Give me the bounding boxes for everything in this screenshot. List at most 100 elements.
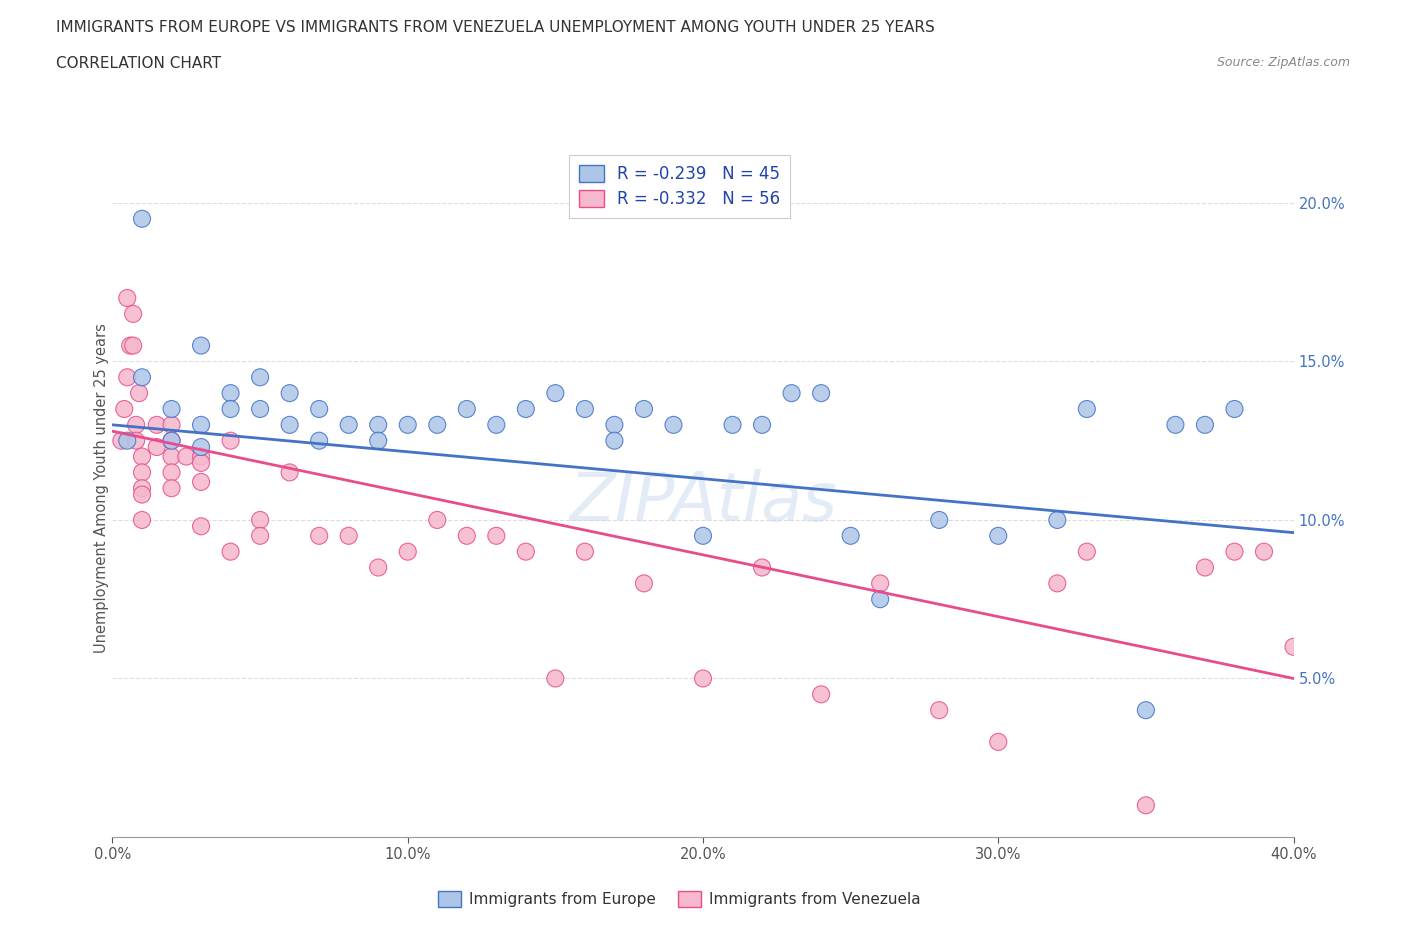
- Point: [810, 386, 832, 401]
- Point: [278, 465, 301, 480]
- Point: [120, 339, 142, 353]
- Point: [603, 433, 626, 448]
- Point: [160, 433, 183, 448]
- Point: [160, 402, 183, 417]
- Point: [219, 386, 242, 401]
- Point: [869, 591, 891, 606]
- Point: [337, 418, 360, 432]
- Point: [190, 519, 212, 534]
- Point: [515, 544, 537, 559]
- Point: [131, 211, 153, 226]
- Point: [1223, 402, 1246, 417]
- Point: [308, 402, 330, 417]
- Point: [456, 528, 478, 543]
- Point: [174, 449, 197, 464]
- Point: [125, 433, 148, 448]
- Point: [308, 433, 330, 448]
- Point: [131, 487, 153, 502]
- Point: [190, 339, 212, 353]
- Point: [574, 402, 596, 417]
- Point: [367, 433, 389, 448]
- Point: [485, 528, 508, 543]
- Point: [122, 339, 145, 353]
- Point: [190, 456, 212, 471]
- Point: [692, 671, 714, 686]
- Point: [1223, 544, 1246, 559]
- Point: [1194, 560, 1216, 575]
- Point: [426, 418, 449, 432]
- Point: [603, 418, 626, 432]
- Point: [131, 465, 153, 480]
- Point: [692, 528, 714, 543]
- Point: [278, 386, 301, 401]
- Point: [515, 402, 537, 417]
- Point: [928, 703, 950, 718]
- Point: [125, 418, 148, 432]
- Point: [751, 418, 773, 432]
- Point: [751, 560, 773, 575]
- Point: [131, 449, 153, 464]
- Point: [633, 576, 655, 591]
- Text: CORRELATION CHART: CORRELATION CHART: [56, 56, 221, 71]
- Point: [219, 402, 242, 417]
- Point: [544, 671, 567, 686]
- Point: [131, 481, 153, 496]
- Point: [146, 440, 169, 455]
- Point: [426, 512, 449, 527]
- Point: [131, 512, 153, 527]
- Point: [1046, 512, 1069, 527]
- Point: [1046, 576, 1069, 591]
- Point: [117, 433, 138, 448]
- Point: [810, 687, 832, 702]
- Point: [278, 418, 301, 432]
- Point: [219, 544, 242, 559]
- Point: [249, 402, 271, 417]
- Point: [396, 418, 419, 432]
- Point: [160, 465, 183, 480]
- Text: ZIPAtlas: ZIPAtlas: [569, 470, 837, 535]
- Point: [839, 528, 862, 543]
- Point: [662, 418, 685, 432]
- Point: [249, 512, 271, 527]
- Point: [249, 528, 271, 543]
- Point: [190, 474, 212, 489]
- Point: [1076, 544, 1098, 559]
- Point: [928, 512, 950, 527]
- Point: [117, 290, 138, 305]
- Point: [367, 560, 389, 575]
- Point: [987, 735, 1010, 750]
- Legend: Immigrants from Europe, Immigrants from Venezuela: Immigrants from Europe, Immigrants from …: [432, 884, 927, 913]
- Point: [633, 402, 655, 417]
- Point: [1194, 418, 1216, 432]
- Point: [117, 370, 138, 385]
- Point: [485, 418, 508, 432]
- Point: [1253, 544, 1275, 559]
- Point: [146, 418, 169, 432]
- Point: [128, 386, 150, 401]
- Point: [396, 544, 419, 559]
- Point: [160, 433, 183, 448]
- Point: [122, 306, 145, 321]
- Point: [869, 576, 891, 591]
- Point: [337, 528, 360, 543]
- Y-axis label: Unemployment Among Youth under 25 years: Unemployment Among Youth under 25 years: [94, 324, 108, 653]
- Point: [456, 402, 478, 417]
- Point: [110, 433, 132, 448]
- Point: [160, 481, 183, 496]
- Point: [219, 433, 242, 448]
- Point: [721, 418, 744, 432]
- Point: [987, 528, 1010, 543]
- Point: [160, 449, 183, 464]
- Point: [190, 440, 212, 455]
- Point: [190, 449, 212, 464]
- Point: [1135, 798, 1157, 813]
- Point: [160, 418, 183, 432]
- Text: Source: ZipAtlas.com: Source: ZipAtlas.com: [1216, 56, 1350, 69]
- Point: [780, 386, 803, 401]
- Point: [308, 528, 330, 543]
- Point: [249, 370, 271, 385]
- Point: [574, 544, 596, 559]
- Point: [1076, 402, 1098, 417]
- Point: [1282, 639, 1305, 654]
- Point: [367, 418, 389, 432]
